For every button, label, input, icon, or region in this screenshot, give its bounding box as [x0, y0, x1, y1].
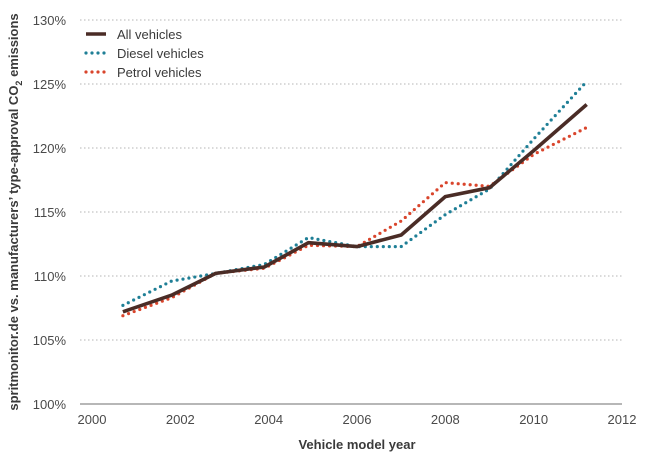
- x-axis-ticks: 2000 2002 2004 2006 2008 2010 2012: [78, 412, 637, 427]
- x-tick-label: 2010: [519, 412, 548, 427]
- y-axis-ticks: 100% 105% 110% 115% 120% 125% 130%: [33, 13, 67, 412]
- y-tick-label: 100%: [33, 397, 67, 412]
- y-tick-label: 110%: [34, 269, 67, 284]
- y-tick-label: 115%: [34, 205, 67, 220]
- y-tick-label: 105%: [33, 333, 67, 348]
- x-tick-label: 2004: [254, 412, 283, 427]
- y-axis-title-subscript: 2: [14, 81, 24, 86]
- x-tick-label: 2012: [608, 412, 637, 427]
- y-tick-label: 130%: [33, 13, 67, 28]
- x-tick-label: 2002: [166, 412, 195, 427]
- x-tick-label: 2000: [78, 412, 107, 427]
- y-axis-title-tail: emissions: [6, 13, 21, 80]
- series-line-diesel-vehicles: [121, 79, 589, 307]
- x-axis-title: Vehicle model year: [298, 437, 415, 452]
- legend-label-diesel-vehicles: Diesel vehicles: [117, 46, 204, 61]
- legend-label-all-vehicles: All vehicles: [117, 27, 183, 42]
- y-axis-title: spritmonitor.de vs. manufacturers’ type-…: [6, 13, 24, 410]
- series-line-all-vehicles: [122, 103, 588, 314]
- y-tick-label: 125%: [33, 77, 67, 92]
- x-tick-label: 2006: [343, 412, 372, 427]
- x-tick-label: 2008: [431, 412, 460, 427]
- legend: All vehicles Diesel vehicles Petrol vehicl…: [84, 27, 204, 80]
- y-axis-title-main: spritmonitor.de vs. manufacturers’ type-…: [6, 86, 21, 411]
- series-line-petrol-vehicles: [121, 125, 589, 318]
- y-tick-label: 120%: [33, 141, 67, 156]
- legend-label-petrol-vehicles: Petrol vehicles: [117, 65, 202, 80]
- series-lines: [121, 79, 589, 318]
